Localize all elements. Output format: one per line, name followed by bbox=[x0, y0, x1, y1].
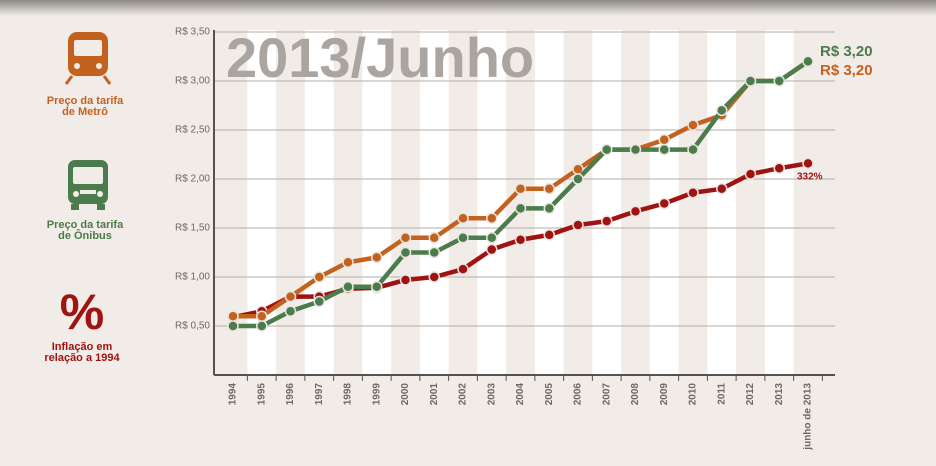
data-point bbox=[486, 212, 498, 224]
data-point bbox=[658, 197, 670, 210]
data-point bbox=[629, 143, 642, 156]
legend-entry: Preço da tarifa de Metrô bbox=[46, 95, 124, 118]
data-point bbox=[514, 234, 527, 246]
data-point bbox=[428, 246, 440, 259]
data-point bbox=[457, 212, 469, 224]
top-bar bbox=[0, 0, 936, 16]
x-tick-label: 2003 bbox=[486, 383, 497, 406]
y-tick-label: R$ 2,50 bbox=[175, 125, 210, 136]
x-tick-label: 2010 bbox=[688, 383, 699, 406]
data-point bbox=[802, 55, 814, 68]
stripe bbox=[477, 30, 507, 375]
data-point bbox=[543, 229, 555, 241]
data-point bbox=[687, 186, 699, 199]
data-point bbox=[399, 274, 412, 286]
x-tick-label: 2002 bbox=[458, 383, 469, 406]
data-point bbox=[371, 251, 383, 264]
x-tick-label: 2011 bbox=[716, 383, 727, 405]
data-point bbox=[342, 256, 354, 269]
data-point bbox=[486, 232, 498, 244]
x-tick-label: 2006 bbox=[573, 383, 584, 406]
data-point bbox=[601, 215, 613, 227]
x-tick-label: 2012 bbox=[745, 383, 756, 406]
metro-icon bbox=[64, 32, 112, 85]
x-tick-label: 1997 bbox=[314, 383, 325, 406]
data-point bbox=[486, 243, 498, 256]
data-point bbox=[371, 281, 383, 293]
data-point bbox=[227, 310, 239, 322]
x-tick-label: 2000 bbox=[400, 383, 411, 406]
data-point bbox=[514, 202, 527, 215]
stripe bbox=[362, 30, 392, 375]
data-point bbox=[399, 246, 412, 259]
data-point bbox=[543, 202, 555, 215]
x-tick-label: 2009 bbox=[659, 383, 670, 406]
x-tick-label: 2008 bbox=[630, 383, 641, 406]
data-point bbox=[601, 143, 613, 156]
data-point bbox=[658, 134, 670, 146]
data-point bbox=[399, 232, 412, 244]
data-point bbox=[313, 271, 325, 283]
stripe bbox=[534, 30, 564, 375]
inflation-icon: % bbox=[60, 284, 104, 340]
x-tick-label: 2005 bbox=[544, 383, 555, 406]
y-tick-label: R$ 1,00 bbox=[175, 272, 210, 283]
data-point bbox=[773, 162, 785, 174]
data-point bbox=[457, 232, 469, 244]
x-tick-label: 2007 bbox=[601, 383, 612, 406]
y-tick-label: R$ 0,50 bbox=[175, 321, 210, 332]
chart-title: 2013/Junho bbox=[226, 26, 534, 89]
y-tick-label: R$ 3,00 bbox=[175, 76, 210, 87]
stripe bbox=[764, 30, 794, 375]
stripe bbox=[419, 30, 449, 375]
bus-icon bbox=[68, 160, 108, 210]
data-point bbox=[744, 168, 757, 180]
end-label: R$ 3,20 bbox=[820, 62, 873, 79]
data-point bbox=[428, 232, 440, 244]
data-point bbox=[716, 104, 728, 117]
data-point bbox=[543, 183, 555, 195]
data-point bbox=[687, 143, 699, 156]
data-point bbox=[716, 183, 728, 195]
data-point bbox=[457, 263, 469, 275]
end-label: 332% bbox=[797, 172, 823, 183]
y-tick-label: R$ 2,00 bbox=[175, 174, 210, 185]
x-tick-label: 1996 bbox=[285, 383, 296, 406]
data-point bbox=[629, 205, 642, 218]
data-point bbox=[256, 310, 268, 322]
data-point bbox=[284, 305, 297, 318]
end-label: R$ 3,20 bbox=[820, 43, 873, 60]
x-tick-label: 1999 bbox=[371, 383, 382, 406]
data-point bbox=[256, 320, 268, 332]
legend-entry: Inflação em relação a 1994 bbox=[44, 341, 120, 364]
data-point bbox=[342, 281, 354, 293]
stripe bbox=[592, 30, 622, 375]
stripe bbox=[304, 30, 334, 375]
y-tick-label: R$ 1,50 bbox=[175, 223, 210, 234]
data-point bbox=[572, 173, 584, 185]
data-point bbox=[514, 183, 527, 195]
x-tick-label: 1995 bbox=[256, 383, 267, 406]
x-tick-label: 2001 bbox=[429, 383, 440, 406]
data-point bbox=[284, 290, 297, 303]
data-point bbox=[658, 143, 670, 156]
data-point bbox=[687, 119, 699, 131]
x-tick-label: 2013 bbox=[774, 383, 785, 406]
x-tick-label: junho de 2013 bbox=[803, 383, 814, 451]
legend-entry: Preço da tarifa de Ônibus bbox=[46, 219, 124, 242]
x-tick-label: 1998 bbox=[343, 383, 354, 406]
data-point bbox=[313, 295, 325, 308]
x-tick-label: 2004 bbox=[515, 383, 526, 406]
y-tick-label: R$ 3,50 bbox=[175, 27, 210, 38]
x-tick-label: 1994 bbox=[228, 383, 239, 406]
data-point bbox=[572, 219, 584, 231]
data-point bbox=[744, 75, 757, 87]
data-point bbox=[428, 271, 440, 283]
stripe bbox=[707, 30, 737, 375]
data-point bbox=[227, 320, 239, 332]
data-point bbox=[802, 157, 814, 170]
data-point bbox=[773, 75, 785, 87]
